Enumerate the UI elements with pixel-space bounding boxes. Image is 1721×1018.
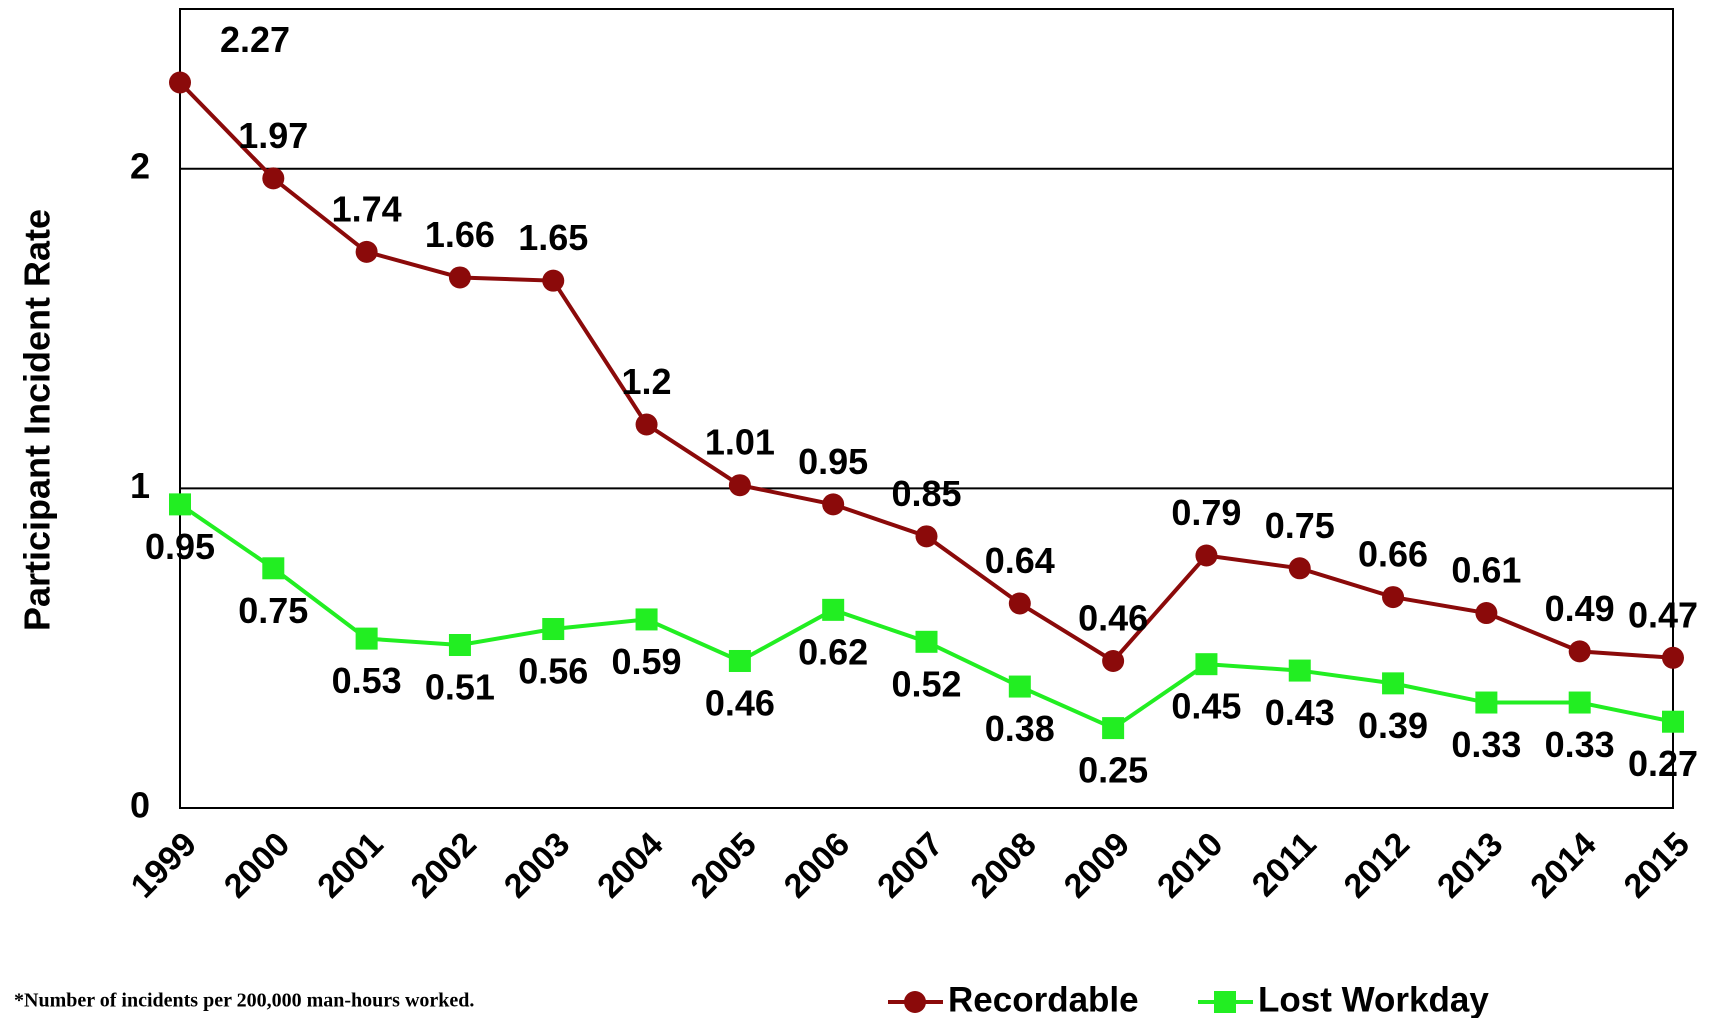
y-axis-title: Participant Incident Rate <box>17 209 58 631</box>
data-label: 0.38 <box>985 708 1055 749</box>
point <box>262 557 285 580</box>
y-tick-label: 1 <box>130 465 150 506</box>
data-label: 0.66 <box>1358 534 1428 575</box>
data-label: 1.01 <box>705 422 775 463</box>
point <box>542 269 565 292</box>
data-label: 0.45 <box>1171 686 1241 727</box>
point <box>1662 710 1684 733</box>
point <box>1008 592 1031 615</box>
data-label: 0.51 <box>425 667 495 708</box>
x-tick-label: 2003 <box>497 825 577 905</box>
point <box>915 525 938 548</box>
legend-label: Lost Workday <box>1258 980 1489 1018</box>
data-label: 0.39 <box>1358 705 1428 746</box>
x-tick-label: 2004 <box>590 825 670 905</box>
x-tick-label: 2008 <box>963 825 1043 905</box>
y-tick-label: 0 <box>130 785 150 826</box>
data-label: 0.64 <box>985 540 1055 581</box>
x-tick-label: 2015 <box>1617 825 1697 905</box>
data-label: 1.97 <box>238 115 308 156</box>
x-tick-label: 2000 <box>217 825 297 905</box>
data-label: 0.33 <box>1545 724 1615 765</box>
point <box>1475 691 1498 714</box>
point <box>1475 602 1498 625</box>
point <box>355 240 378 263</box>
x-tick-label: 2014 <box>1523 825 1603 905</box>
data-label: 0.47 <box>1628 594 1698 635</box>
point <box>1008 675 1031 698</box>
point <box>1382 672 1405 695</box>
x-tick-label: 2001 <box>310 825 390 905</box>
point <box>635 413 658 436</box>
data-label: 0.46 <box>705 682 775 723</box>
data-label: 0.75 <box>1265 505 1335 546</box>
x-tick-label: 2002 <box>404 825 484 905</box>
y-tick-label: 2 <box>130 145 150 186</box>
point <box>542 618 565 641</box>
data-label: 0.27 <box>1628 743 1698 784</box>
point <box>915 630 938 653</box>
data-label: 0.52 <box>891 663 961 704</box>
point <box>1382 586 1405 609</box>
data-label: 1.65 <box>518 217 588 258</box>
x-tick-label: 2009 <box>1057 825 1137 905</box>
x-tick-label: 2007 <box>870 825 950 905</box>
point <box>728 649 751 672</box>
x-tick-label: 2005 <box>684 825 764 905</box>
point <box>728 474 751 497</box>
data-label: 0.59 <box>612 641 682 682</box>
data-label: 1.74 <box>332 188 402 229</box>
data-label: 0.95 <box>798 441 868 482</box>
data-label: 0.75 <box>238 590 308 631</box>
point <box>448 634 471 657</box>
point <box>448 266 471 289</box>
data-label: 1.2 <box>622 361 672 402</box>
x-tick-label: 2006 <box>777 825 857 905</box>
data-label: 1.66 <box>425 214 495 255</box>
point <box>1568 691 1591 714</box>
point <box>1102 649 1125 672</box>
point <box>1195 544 1218 567</box>
point <box>355 627 378 650</box>
footnote: *Number of incidents per 200,000 man-hou… <box>14 990 474 1012</box>
data-label: 0.79 <box>1171 492 1241 533</box>
data-label: 0.43 <box>1265 692 1335 733</box>
point <box>169 493 191 516</box>
data-label: 0.61 <box>1451 550 1521 591</box>
legend-marker <box>904 991 926 1013</box>
point <box>1288 557 1311 580</box>
legend-marker <box>1214 991 1236 1013</box>
point <box>822 598 845 621</box>
point <box>635 608 658 631</box>
x-tick-label: 2012 <box>1337 825 1417 905</box>
data-label: 0.56 <box>518 651 588 692</box>
point <box>1662 646 1684 669</box>
point <box>169 71 191 94</box>
point <box>262 167 285 190</box>
data-label: 0.62 <box>798 631 868 672</box>
point <box>1195 653 1218 676</box>
point <box>1102 717 1125 740</box>
x-tick-label: 2011 <box>1245 825 1324 904</box>
data-label: 0.33 <box>1451 724 1521 765</box>
point <box>1568 640 1591 663</box>
data-label: 0.53 <box>332 660 402 701</box>
data-label: 0.95 <box>145 526 215 567</box>
data-label: 0.25 <box>1078 750 1148 791</box>
x-tick-label: 1999 <box>124 825 204 905</box>
data-label: 0.49 <box>1545 588 1615 629</box>
point <box>822 493 845 516</box>
data-label: 0.46 <box>1078 597 1148 638</box>
x-tick-label: 2013 <box>1430 825 1510 905</box>
x-tick-label: 2010 <box>1150 825 1230 905</box>
data-label: 0.85 <box>891 473 961 514</box>
legend-label: Recordable <box>948 980 1139 1018</box>
point <box>1288 659 1311 682</box>
data-label: 2.27 <box>220 19 290 60</box>
